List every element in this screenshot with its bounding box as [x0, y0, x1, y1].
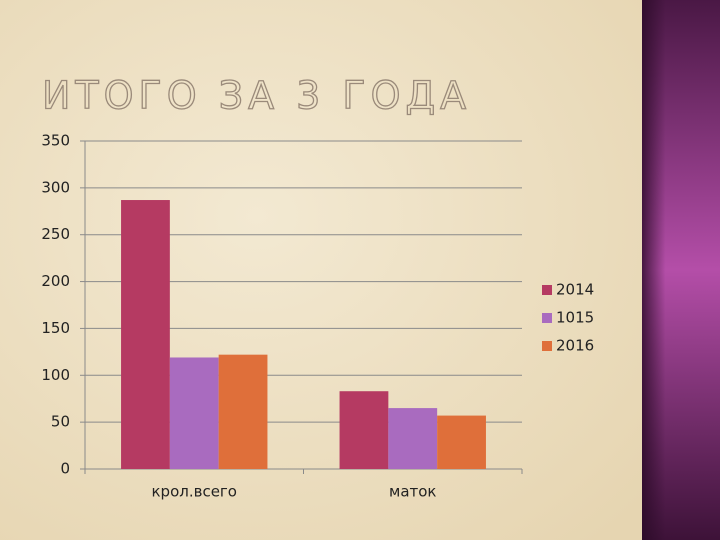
legend-label: 1015: [556, 309, 594, 327]
y-tick-label: 50: [51, 413, 70, 431]
y-tick-label: 250: [41, 225, 70, 243]
legend-label: 2016: [556, 337, 594, 355]
x-tick-label: крол.всего: [152, 483, 238, 501]
legend-swatch: [542, 341, 552, 351]
x-tick-label: маток: [389, 483, 436, 501]
y-tick-label: 0: [60, 460, 70, 478]
y-tick-label: 200: [41, 272, 70, 290]
bar: [388, 408, 438, 469]
side-band-shade: [642, 0, 720, 540]
y-tick-label: 300: [41, 178, 70, 196]
chart-title: ИТОГО ЗА 3 ГОДА: [42, 74, 471, 118]
bar: [437, 415, 486, 469]
legend-swatch: [542, 285, 552, 295]
y-tick-label: 150: [41, 319, 70, 337]
y-tick-label: 100: [41, 366, 70, 384]
bar: [169, 357, 219, 469]
legend-swatch: [542, 313, 552, 323]
bar: [121, 200, 170, 470]
y-tick-label: 350: [41, 132, 70, 150]
legend-label: 2014: [556, 281, 594, 299]
bar: [218, 354, 268, 469]
background: [0, 0, 642, 540]
bar: [339, 391, 389, 469]
